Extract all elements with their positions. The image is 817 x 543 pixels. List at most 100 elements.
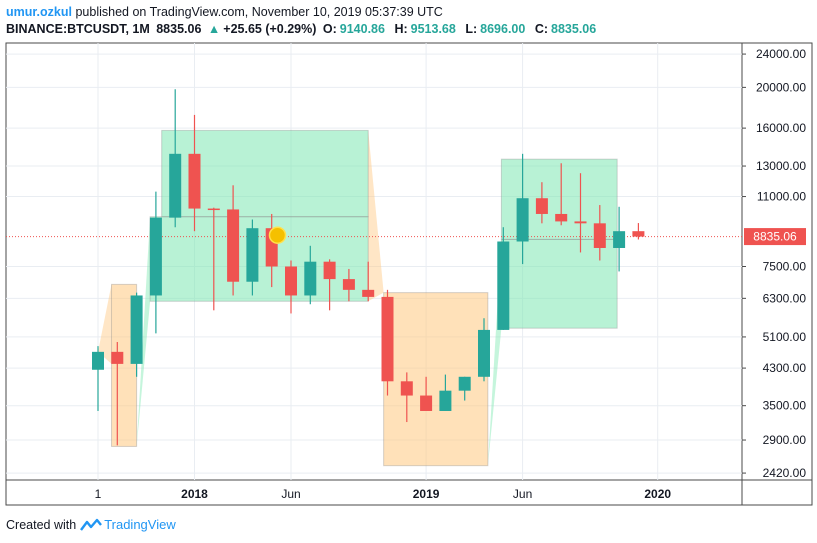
- candle-body: [285, 266, 297, 296]
- price-tick-label: 13000.00: [756, 159, 806, 173]
- candle-body: [555, 213, 568, 222]
- candle: [497, 227, 510, 330]
- candle: [478, 318, 490, 382]
- candle-body: [111, 351, 124, 364]
- range-box-outline: [161, 129, 369, 218]
- range-box-orange: [383, 292, 488, 466]
- candle: [246, 219, 259, 296]
- candle-body: [516, 198, 529, 242]
- candle: [149, 191, 162, 334]
- candle: [555, 163, 568, 226]
- created-with-text: Created with: [6, 517, 77, 532]
- candle: [632, 223, 645, 240]
- last-price-tag-label: 8835.06: [753, 230, 797, 244]
- last-price: 8835.06: [156, 22, 202, 36]
- trend-wedge-orange: [368, 130, 384, 302]
- candle-body: [304, 261, 317, 296]
- candle: [362, 261, 375, 302]
- candle: [227, 185, 240, 296]
- candle-body: [613, 231, 626, 248]
- time-tick-label: Jun: [513, 487, 532, 501]
- up-arrow-icon: ▲: [207, 22, 221, 36]
- trend-wedge-green: [487, 239, 502, 466]
- candle: [323, 259, 336, 311]
- time-tick-label: Jun: [281, 487, 300, 501]
- candle: [420, 376, 433, 411]
- open-value: 9140.86: [339, 22, 385, 36]
- published-text: published on TradingView.com, November 1…: [75, 5, 443, 19]
- candle-body: [169, 153, 182, 218]
- drawing-boxes: [98, 129, 618, 467]
- candle: [188, 114, 201, 232]
- trend-wedge-green: [136, 216, 151, 447]
- price-tick-label: 20000.00: [756, 80, 806, 94]
- price-tick-label: 2900.00: [763, 433, 807, 447]
- candle-body: [381, 296, 394, 382]
- candle-body: [149, 217, 162, 296]
- candle-body: [535, 198, 548, 214]
- range-box-outline: [500, 158, 618, 240]
- price-tick-label: 16000.00: [756, 121, 806, 135]
- candle: [130, 292, 143, 377]
- price-tick-label: 7500.00: [763, 259, 807, 273]
- price-tick-label: 6300.00: [763, 291, 807, 305]
- candle-body: [342, 279, 355, 290]
- low-value: 8696.00: [480, 22, 526, 36]
- candle: [400, 372, 413, 423]
- candle-body: [207, 208, 220, 211]
- candle-body: [130, 295, 143, 364]
- tradingview-brand[interactable]: TradingView: [104, 517, 176, 532]
- candle: [439, 374, 452, 411]
- candle: [613, 206, 626, 272]
- symbol-ohlc-line: BINANCE:BTCUSDT, 1M 8835.06 ▲ +25.65 (+0.…: [6, 22, 602, 36]
- price-axis-labels: 24000.00 20000.00 16000.00 13000.00 11000.00…: [742, 47, 806, 480]
- time-tick-label: 1: [95, 487, 102, 501]
- candle-body: [246, 228, 259, 282]
- time-tick-label: 2020: [644, 487, 671, 501]
- price-tick-label: 11000.00: [757, 190, 806, 204]
- candle-body: [593, 223, 606, 248]
- time-tick-label: 2018: [181, 487, 208, 501]
- publish-info: umur.ozkul published on TradingView.com,…: [6, 5, 443, 19]
- chart-frame: [5, 42, 813, 506]
- candle-body: [400, 381, 413, 396]
- price-tick-label: 3500.00: [763, 399, 807, 413]
- candle: [207, 207, 220, 311]
- candle-body: [497, 241, 510, 330]
- candle-body: [362, 289, 375, 297]
- candle-body: [420, 395, 433, 411]
- candle: [304, 245, 317, 305]
- price-tick-label: 4300.00: [763, 361, 807, 375]
- last-price-tag: [744, 228, 806, 246]
- candle-body: [632, 231, 645, 237]
- price-tick-label: 24000.00: [756, 47, 806, 61]
- author-link[interactable]: umur.ozkul: [6, 5, 72, 19]
- symbol-label: BINANCE:BTCUSDT, 1M: [6, 22, 150, 36]
- trend-wedge-orange: [98, 284, 112, 364]
- footer: Created with TradingView: [6, 517, 176, 532]
- candle-body: [227, 209, 240, 282]
- price-tick-label: 5100.00: [763, 330, 807, 344]
- price-tick-label: 2420.00: [763, 466, 807, 480]
- tradingview-logo-icon: [80, 518, 103, 531]
- candle-body: [478, 329, 490, 377]
- candle-body: [574, 221, 587, 224]
- time-tick-label: 2019: [413, 487, 440, 501]
- change-value: +25.65 (+0.29%): [223, 22, 317, 36]
- time-axis-labels: 1 2018 Jun 2019 Jun 2020: [95, 487, 672, 501]
- high-value: 9513.68: [410, 22, 456, 36]
- candle: [342, 268, 355, 302]
- yellow-marker: [268, 226, 287, 244]
- candle-body: [323, 261, 336, 280]
- candle: [92, 346, 104, 411]
- range-box-green: [150, 216, 369, 302]
- candle: [111, 342, 124, 446]
- open-label: O:: [322, 22, 337, 36]
- candle: [593, 205, 606, 261]
- candle-body: [458, 376, 471, 391]
- high-label: H:: [394, 22, 408, 36]
- candle: [516, 153, 529, 265]
- candle: [458, 376, 471, 401]
- candle: [381, 289, 394, 396]
